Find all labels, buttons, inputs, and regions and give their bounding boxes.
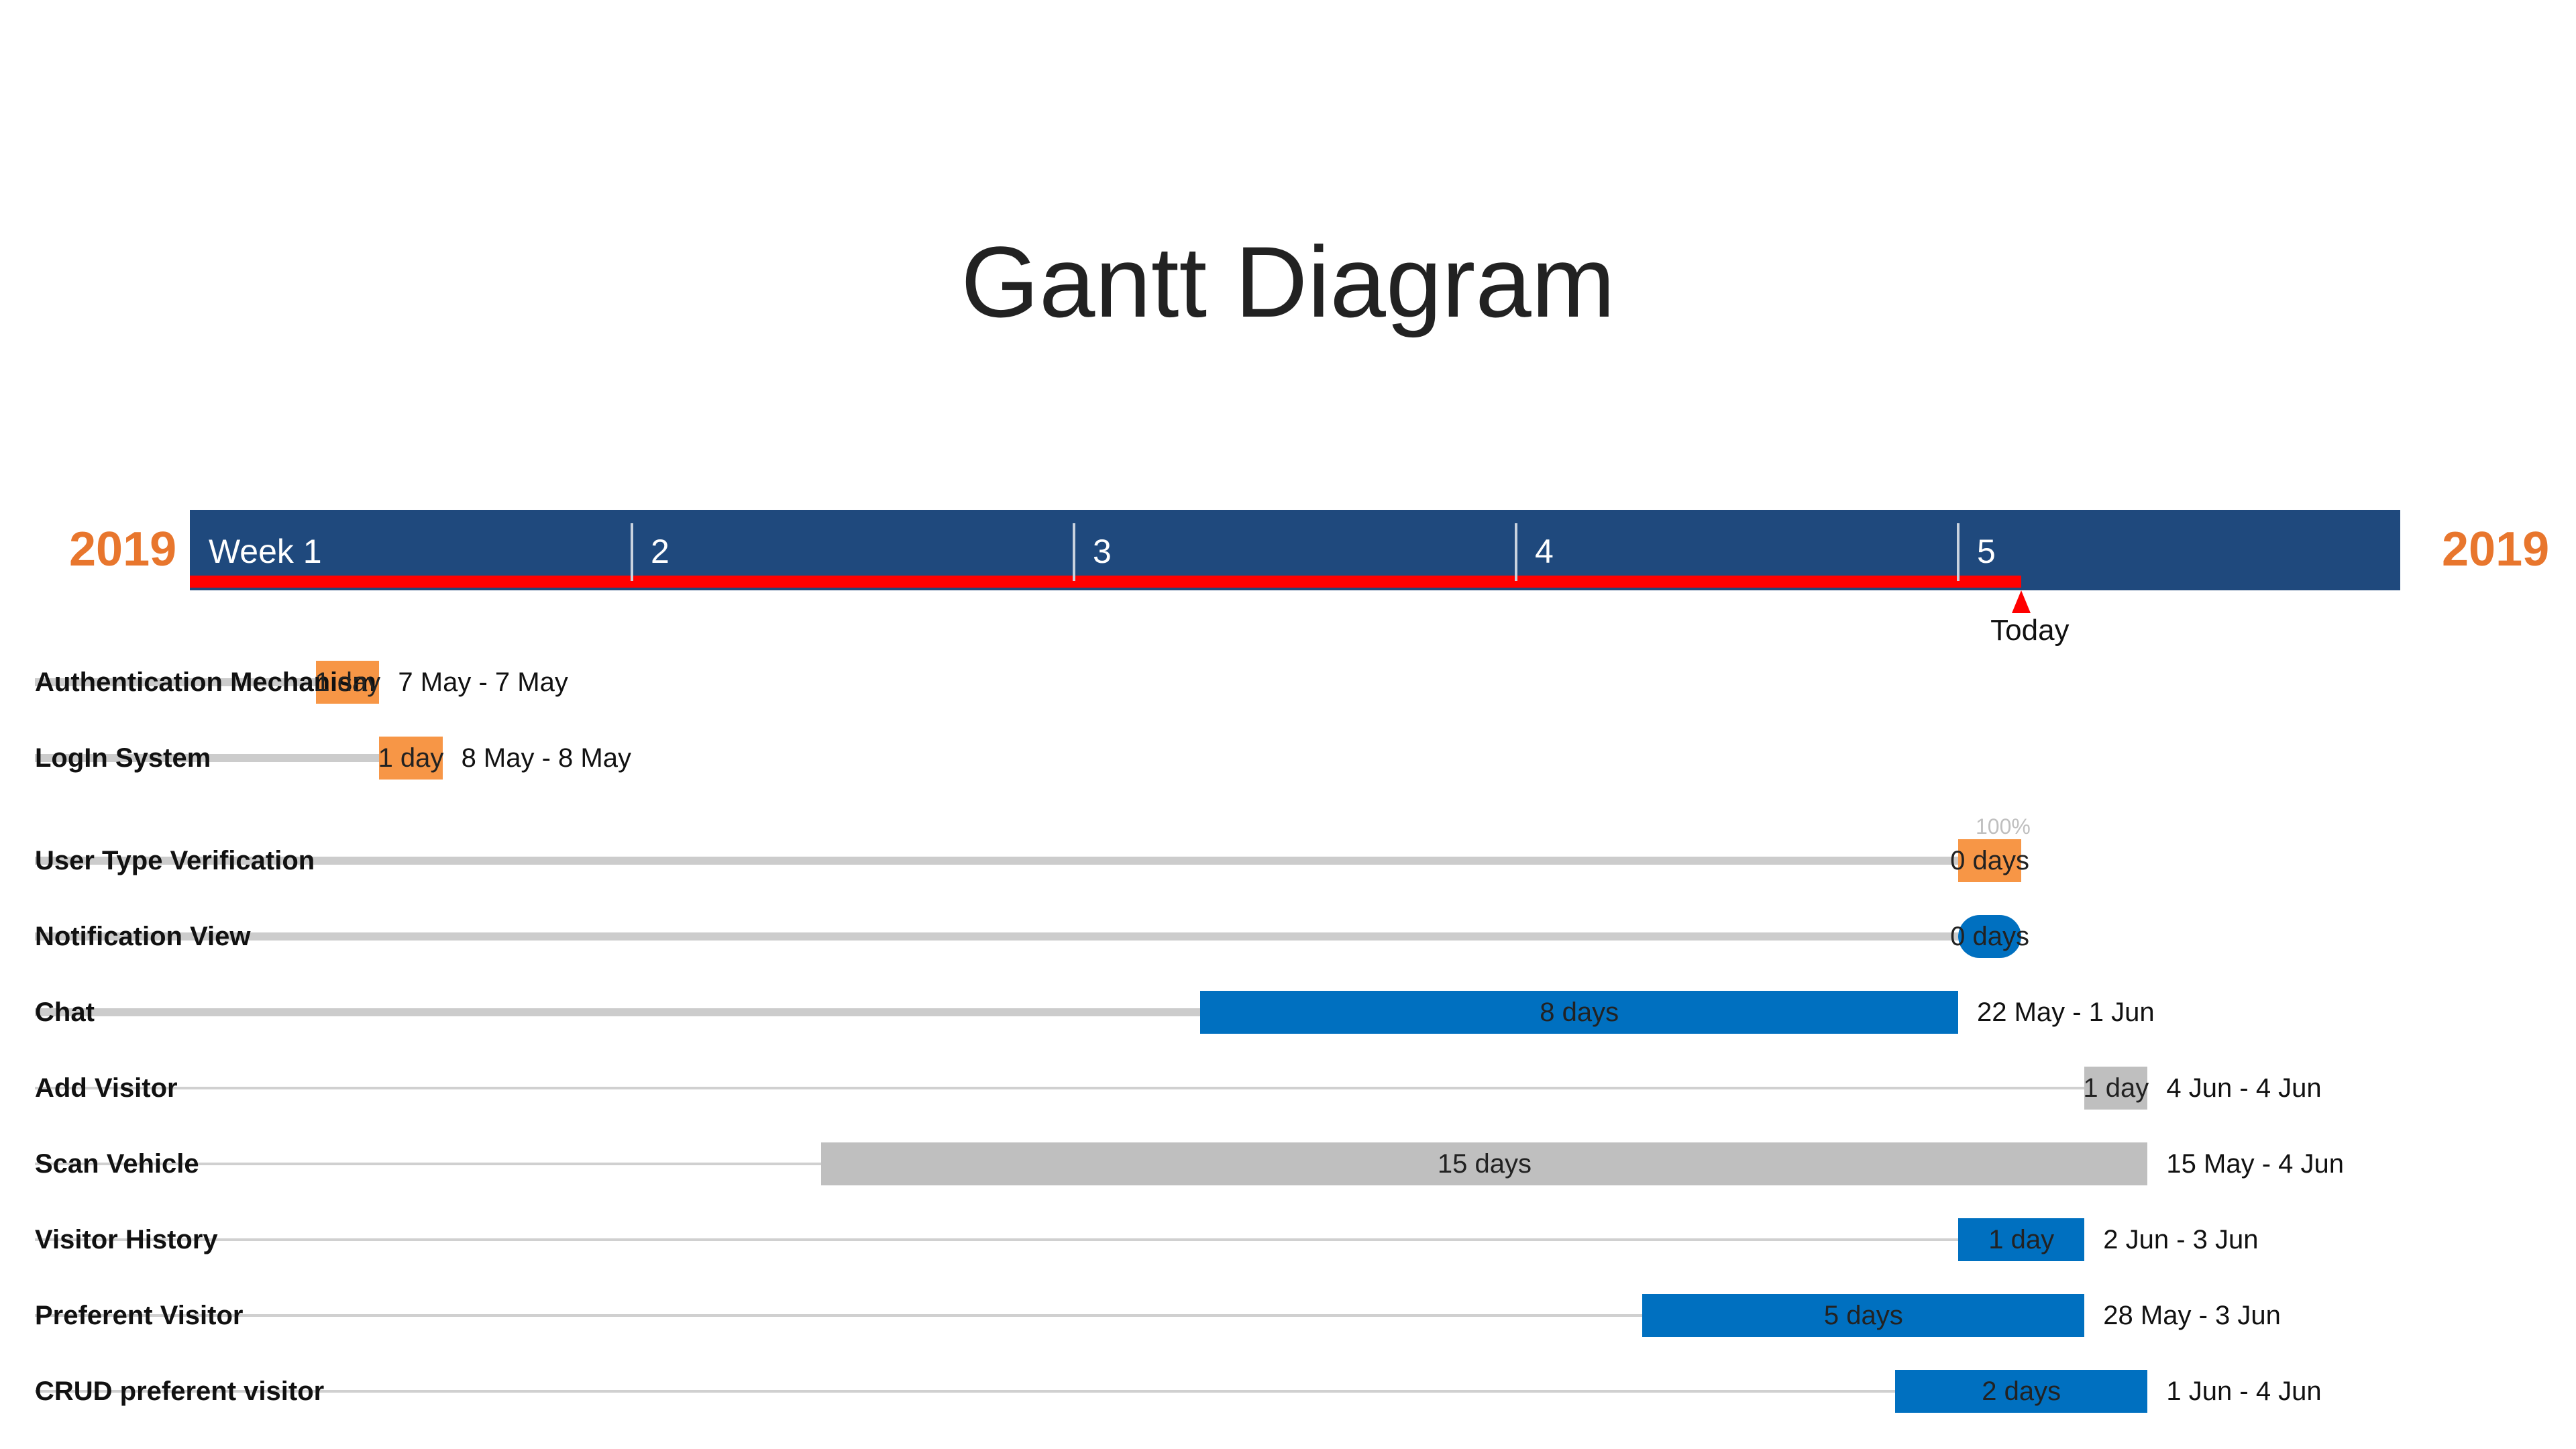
task-date-range: 8 May - 8 May (461, 743, 631, 773)
task-bar (1200, 991, 1958, 1034)
task-name: Preferent Visitor (35, 1301, 244, 1330)
week-divider (1515, 523, 1517, 581)
task-date-range: 15 May - 4 Jun (2166, 1149, 2344, 1179)
task-bar (2084, 1067, 2148, 1110)
chart-title: Gantt Diagram (961, 225, 1615, 338)
task-bar (1958, 915, 2022, 958)
task-date-range: 1 Jun - 4 Jun (2166, 1377, 2322, 1406)
year-label-right: 2019 (2442, 523, 2550, 576)
task-percent-label: 100% (1976, 814, 2031, 839)
task-date-range: 22 May - 1 Jun (1977, 998, 2155, 1027)
task-duration-label: 1 day (1988, 1225, 2055, 1254)
task-name: Visitor History (35, 1225, 218, 1254)
week-label: 3 (1093, 533, 1112, 570)
task-duration-label: 1 day (378, 743, 444, 773)
task-duration-label: 2 days (1982, 1377, 2061, 1406)
task-name: LogIn System (35, 743, 211, 773)
task-date-range: 4 Jun - 4 Jun (2166, 1073, 2322, 1103)
task-guide-line (35, 932, 1958, 941)
task-date-range: 28 May - 3 Jun (2103, 1301, 2281, 1330)
task-guide-line (35, 1238, 1958, 1241)
task-bar (379, 737, 443, 780)
task-bar (316, 661, 380, 704)
today-marker-icon (2012, 590, 2031, 613)
task-duration-label: 1 day (2083, 1073, 2149, 1103)
task-name: Chat (35, 998, 95, 1027)
week-label: 5 (1977, 533, 1996, 570)
today-label: Today (1990, 614, 2070, 647)
task-guide-line (35, 857, 1958, 865)
week-label: 4 (1535, 533, 1554, 570)
week-label: Week 1 (209, 533, 322, 570)
task-name: Authentication Mechanism (35, 667, 376, 697)
task-duration-label: 5 days (1823, 1301, 1903, 1330)
task-bar (1894, 1370, 2148, 1413)
task-name: CRUD preferent visitor (35, 1377, 325, 1406)
task-duration-label: 0 days (1950, 922, 2029, 951)
task-bar (1642, 1294, 2085, 1337)
week-divider (1073, 523, 1075, 581)
task-bar (1958, 839, 2022, 882)
task-duration-label: 1 day (315, 667, 381, 697)
task-name: User Type Verification (35, 846, 315, 875)
week-label: 2 (651, 533, 669, 570)
task-duration-label: 8 days (1540, 998, 1619, 1027)
task-bar (821, 1142, 2148, 1185)
today-progress-line (190, 576, 2022, 588)
task-guide-line (35, 1008, 1201, 1016)
task-guide-line (35, 1163, 822, 1165)
task-guide-line (35, 754, 380, 762)
task-guide-line (35, 1087, 2085, 1089)
task-name: Notification View (35, 922, 251, 951)
task-name: Scan Vehicle (35, 1149, 199, 1179)
task-duration-label: 15 days (1437, 1149, 1532, 1179)
year-label-left: 2019 (69, 523, 177, 576)
task-guide-line (35, 1390, 1895, 1393)
task-date-range: 2 Jun - 3 Jun (2103, 1225, 2259, 1254)
task-bar (1958, 1218, 2085, 1261)
task-guide-line (35, 678, 317, 686)
task-guide-line (35, 1314, 1643, 1317)
week-divider (1957, 523, 1960, 581)
task-date-range: 7 May - 7 May (398, 667, 568, 697)
week-divider (631, 523, 633, 581)
task-duration-label: 0 days (1950, 846, 2029, 875)
task-name: Add Visitor (35, 1073, 178, 1103)
